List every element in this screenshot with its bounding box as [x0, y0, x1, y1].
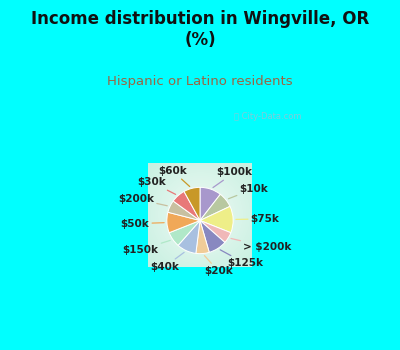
- Text: $125k: $125k: [220, 250, 263, 268]
- Wedge shape: [200, 206, 233, 233]
- Wedge shape: [200, 220, 225, 252]
- Text: $30k: $30k: [138, 177, 176, 194]
- Wedge shape: [196, 220, 209, 254]
- Wedge shape: [200, 194, 230, 220]
- Text: Hispanic or Latino residents: Hispanic or Latino residents: [107, 75, 293, 89]
- Text: Income distribution in Wingville, OR
(%): Income distribution in Wingville, OR (%): [31, 10, 369, 49]
- Bar: [70, 91, 75, 350]
- Wedge shape: [178, 220, 200, 253]
- Text: $100k: $100k: [213, 167, 252, 188]
- Bar: [325, 91, 330, 350]
- Wedge shape: [200, 220, 231, 243]
- Text: $40k: $40k: [150, 252, 184, 272]
- Text: $50k: $50k: [120, 219, 164, 229]
- Text: $150k: $150k: [122, 240, 170, 255]
- Text: $20k: $20k: [204, 256, 233, 276]
- Wedge shape: [184, 187, 200, 220]
- Bar: [70, 345, 330, 350]
- Text: $200k: $200k: [118, 194, 167, 206]
- Wedge shape: [200, 187, 220, 220]
- Text: $10k: $10k: [228, 184, 268, 199]
- Wedge shape: [173, 191, 200, 220]
- Text: ⓘ City-Data.com: ⓘ City-Data.com: [234, 112, 301, 121]
- Text: > $200k: > $200k: [231, 238, 292, 252]
- Wedge shape: [168, 201, 200, 220]
- Text: $60k: $60k: [159, 166, 190, 187]
- Text: $75k: $75k: [236, 214, 280, 224]
- Wedge shape: [169, 220, 200, 245]
- Wedge shape: [167, 212, 200, 233]
